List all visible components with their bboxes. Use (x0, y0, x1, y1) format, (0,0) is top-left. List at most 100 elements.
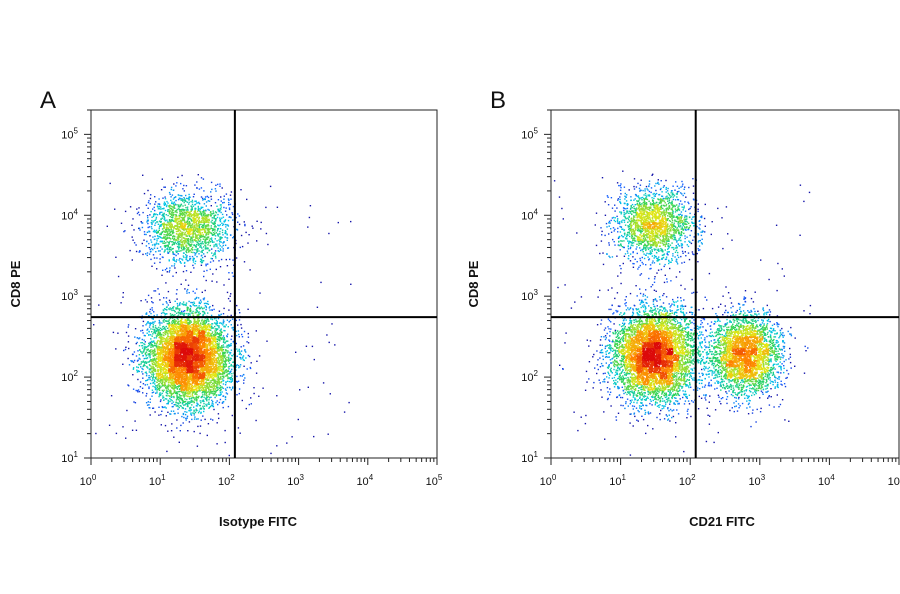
event-dot (128, 335, 129, 336)
event-dot (171, 201, 172, 202)
event-dot (202, 396, 203, 397)
event-dot (193, 261, 194, 262)
event-dot (185, 228, 186, 229)
event-dot (205, 290, 206, 291)
event-dot (217, 214, 218, 215)
event-dot (163, 225, 164, 226)
event-dot (201, 320, 202, 321)
event-dot (266, 233, 267, 234)
event-dot (178, 253, 179, 254)
event-dot (211, 315, 212, 316)
event-dot (227, 334, 228, 335)
event-dot (215, 202, 216, 203)
event-dot (223, 217, 224, 218)
event-dot (225, 388, 226, 389)
event-dot (215, 344, 216, 345)
event-dot (160, 246, 161, 247)
event-dot (184, 234, 185, 235)
event-dot (184, 212, 185, 213)
event-dot (155, 393, 156, 394)
event-dot (216, 240, 217, 241)
event-dot (153, 368, 154, 369)
event-dot (155, 220, 156, 221)
event-dot (237, 381, 238, 382)
event-dot (161, 340, 162, 341)
event-dot (160, 351, 161, 352)
event-dot (228, 326, 229, 327)
event-dot (182, 220, 183, 221)
event-dot (211, 309, 212, 310)
event-dot (208, 219, 209, 220)
event-dot (125, 349, 126, 350)
event-dot (182, 234, 183, 235)
event-dot (225, 362, 226, 363)
event-dot (149, 371, 150, 372)
event-dot (151, 351, 152, 352)
event-dot (142, 392, 143, 393)
event-dot (231, 339, 232, 340)
event-dot (148, 243, 149, 244)
event-dot (143, 361, 144, 362)
event-dot (220, 204, 221, 205)
event-dot (212, 356, 213, 357)
event-dot (176, 405, 177, 406)
event-dot (145, 353, 146, 354)
event-dot (143, 240, 144, 241)
event-dot (170, 216, 171, 217)
event-dot (141, 351, 142, 352)
event-dot (314, 359, 315, 360)
event-dot (173, 244, 174, 245)
event-dot (213, 394, 214, 395)
event-dot (173, 190, 174, 191)
event-dot (217, 247, 218, 248)
event-dot (156, 240, 157, 241)
event-dot (197, 202, 198, 203)
event-dot (187, 224, 188, 225)
event-dot (175, 197, 176, 198)
event-dot (152, 333, 153, 334)
event-dot (172, 335, 173, 336)
event-dot (187, 313, 188, 314)
event-dot (214, 230, 215, 231)
event-dot (155, 325, 156, 326)
event-dot (207, 435, 208, 436)
event-dot (196, 236, 197, 237)
event-dot (179, 327, 180, 328)
event-dot (239, 351, 240, 352)
event-dot (171, 241, 172, 242)
event-dot (98, 304, 99, 305)
event-dot (171, 403, 172, 404)
event-dot (151, 301, 152, 302)
event-dot (223, 242, 224, 243)
event-dot (174, 267, 175, 268)
event-dot (242, 357, 243, 358)
event-dot (206, 393, 207, 394)
event-dot (158, 415, 159, 416)
event-dot (166, 364, 167, 365)
event-dot (326, 334, 327, 335)
event-dot (207, 239, 208, 240)
event-dot (169, 413, 170, 414)
event-dot (173, 385, 174, 386)
event-dot (186, 238, 187, 239)
event-dot (178, 396, 179, 397)
event-dot (225, 232, 226, 233)
event-dot (205, 228, 206, 229)
event-dot (195, 398, 196, 399)
event-dot (162, 385, 163, 386)
event-dot (159, 324, 160, 325)
event-dot (188, 194, 189, 195)
event-dot (151, 241, 152, 242)
event-dot (225, 358, 226, 359)
event-dot (169, 223, 170, 224)
event-dot (166, 313, 167, 314)
event-dot (149, 379, 150, 380)
event-dot (218, 225, 219, 226)
event-dot (218, 337, 219, 338)
event-dot (213, 309, 214, 310)
event-dot (142, 373, 143, 374)
event-dot (192, 412, 193, 413)
event-dot (218, 349, 219, 350)
event-dot (162, 232, 163, 233)
event-dot (197, 403, 198, 404)
